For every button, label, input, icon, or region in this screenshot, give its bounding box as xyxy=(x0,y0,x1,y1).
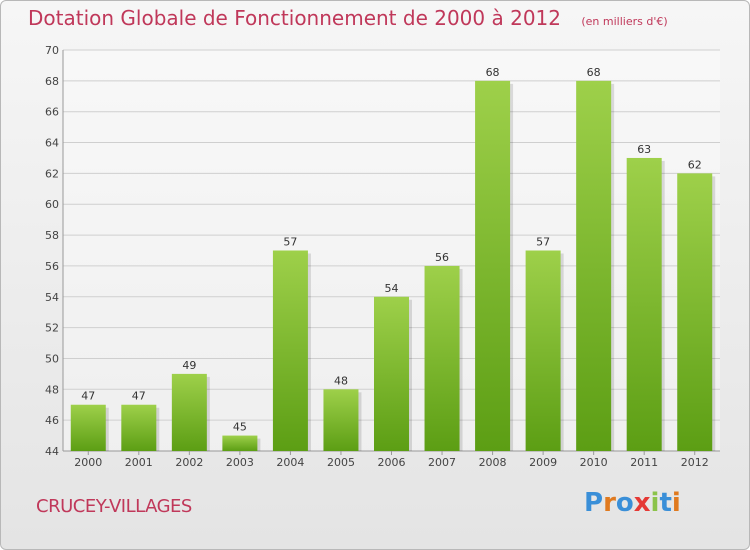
bar-2001 xyxy=(121,404,157,451)
logo-letter: P xyxy=(584,488,604,518)
logo-letter: i xyxy=(671,488,681,518)
bar-2003 xyxy=(222,435,258,451)
data-label: 56 xyxy=(435,251,449,264)
y-tick-label: 58 xyxy=(45,229,59,242)
bar-2005 xyxy=(323,389,359,451)
x-tick-label: 2012 xyxy=(681,456,709,469)
data-label: 54 xyxy=(385,282,399,295)
data-label: 49 xyxy=(182,359,196,372)
x-tick-label: 2009 xyxy=(529,456,557,469)
data-label: 45 xyxy=(233,421,247,434)
x-tick-label: 2011 xyxy=(630,456,658,469)
y-tick-label: 52 xyxy=(45,322,59,335)
x-tick-label: 2004 xyxy=(276,456,304,469)
data-label: 47 xyxy=(132,390,146,403)
y-tick-label: 70 xyxy=(45,44,59,57)
data-label: 63 xyxy=(637,143,651,156)
data-label: 68 xyxy=(587,66,601,79)
chart-title-unit: (en milliers d'€) xyxy=(581,15,668,28)
x-tick-label: 2005 xyxy=(327,456,355,469)
bar-2002 xyxy=(171,373,207,451)
y-tick-label: 56 xyxy=(45,260,59,273)
bar-2004 xyxy=(272,250,308,451)
bar-2000 xyxy=(70,404,106,451)
x-tick-label: 2007 xyxy=(428,456,456,469)
y-tick-label: 44 xyxy=(45,445,59,458)
x-tick-label: 2003 xyxy=(226,456,254,469)
y-tick-label: 62 xyxy=(45,167,59,180)
logo-letter: r xyxy=(603,488,616,518)
data-label: 48 xyxy=(334,374,348,387)
label-layer: 47 47 49 45 57 48 54 56 68 57 68 63 62 xyxy=(81,66,701,434)
bar-2012 xyxy=(677,173,713,451)
x-tick-label: 2006 xyxy=(378,456,406,469)
x-tick-label: 2000 xyxy=(74,456,102,469)
y-tick-label: 50 xyxy=(45,352,59,365)
data-label: 62 xyxy=(688,158,702,171)
data-label: 47 xyxy=(81,390,95,403)
data-label: 57 xyxy=(283,236,297,249)
bar-2011 xyxy=(626,157,662,451)
logo-letter: i xyxy=(650,488,660,518)
data-label: 57 xyxy=(536,236,550,249)
chart-title: Dotation Globale de Fonctionnement de 20… xyxy=(28,6,668,30)
x-tick-label: 2008 xyxy=(479,456,507,469)
bar-2009 xyxy=(525,250,561,451)
logo-letter: x xyxy=(633,488,651,518)
bar-2008 xyxy=(475,80,511,451)
x-tick-label: 2001 xyxy=(125,456,153,469)
y-tick-label: 64 xyxy=(45,137,59,150)
y-tick-label: 48 xyxy=(45,383,59,396)
proxiti-logo[interactable]: Proxiti xyxy=(584,488,681,518)
y-tick-label: 68 xyxy=(45,75,59,88)
y-tick-label: 66 xyxy=(45,106,59,119)
logo-letter: t xyxy=(659,488,672,518)
y-tick-label: 54 xyxy=(45,291,59,304)
bar-layer xyxy=(70,80,716,451)
y-tick-label: 60 xyxy=(45,198,59,211)
commune-name: CRUCEY-VILLAGES xyxy=(36,496,192,517)
x-tick-label: 2010 xyxy=(580,456,608,469)
chart-title-main: Dotation Globale de Fonctionnement de 20… xyxy=(28,6,561,30)
bar-2010 xyxy=(576,80,612,451)
x-tick-label: 2002 xyxy=(175,456,203,469)
bar-2006 xyxy=(374,296,409,451)
logo-letter: o xyxy=(615,488,634,518)
y-tick-label: 46 xyxy=(45,414,59,427)
data-label: 68 xyxy=(486,66,500,79)
bar-2007 xyxy=(424,265,460,451)
